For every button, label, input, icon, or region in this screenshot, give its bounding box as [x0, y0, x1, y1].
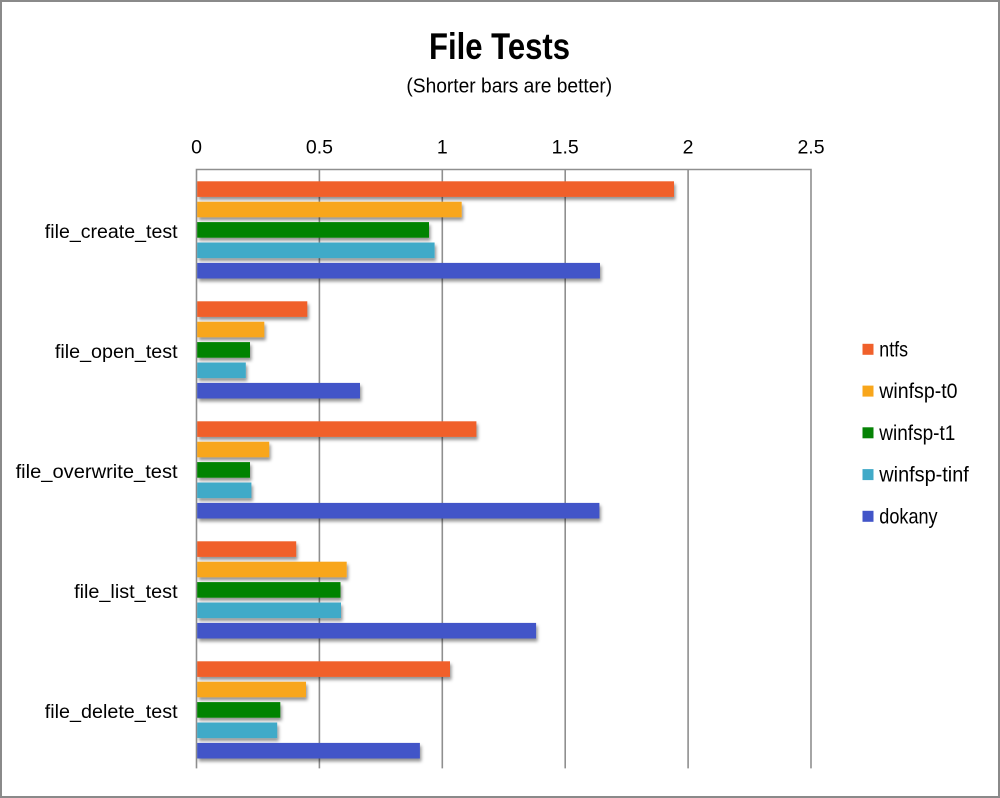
svg-text:file_create_test: file_create_test — [45, 222, 179, 243]
svg-text:0.5: 0.5 — [306, 137, 333, 159]
svg-text:dokany: dokany — [879, 505, 938, 528]
svg-text:1.5: 1.5 — [552, 137, 579, 159]
svg-text:(Shorter bars are better): (Shorter bars are better) — [406, 75, 612, 98]
svg-text:file_open_test: file_open_test — [55, 342, 178, 363]
svg-text:winfsp-t0: winfsp-t0 — [878, 380, 957, 403]
svg-text:ntfs: ntfs — [879, 338, 908, 361]
svg-text:file_list_test: file_list_test — [74, 582, 178, 603]
svg-text:1: 1 — [437, 137, 448, 159]
svg-text:2: 2 — [683, 137, 694, 159]
svg-text:file_delete_test: file_delete_test — [45, 702, 179, 723]
svg-text:File Tests: File Tests — [429, 26, 570, 67]
svg-text:2.5: 2.5 — [797, 137, 824, 159]
svg-text:0: 0 — [191, 137, 202, 159]
svg-text:file_overwrite_test: file_overwrite_test — [16, 462, 179, 483]
svg-text:winfsp-tinf: winfsp-tinf — [878, 464, 969, 487]
svg-text:winfsp-t1: winfsp-t1 — [878, 422, 955, 445]
